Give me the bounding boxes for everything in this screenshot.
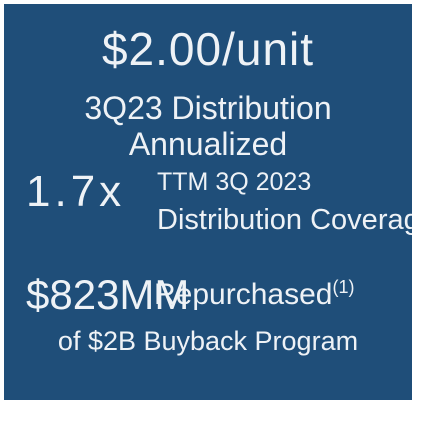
buyback-label-wrap: Repurchased(1) xyxy=(154,277,355,311)
headline-line2: Annualized xyxy=(128,126,288,162)
buyback-line2: of $2B Buyback Program xyxy=(57,326,359,356)
headline-line1: 3Q23 Distribution xyxy=(84,90,332,126)
stats-panel: $2.00/unit 3Q23 Distribution Annualized … xyxy=(4,4,412,400)
coverage-line2: Distribution Coverage xyxy=(157,204,412,236)
buyback-value: $823MM xyxy=(26,271,190,318)
headline-value: $2.00/unit xyxy=(101,23,315,75)
buyback-label: Repurchased xyxy=(154,278,333,311)
coverage-line1: TTM 3Q 2023 xyxy=(157,168,312,196)
coverage-value: 1.7x xyxy=(26,167,126,216)
footnote-marker: (1) xyxy=(332,277,355,297)
